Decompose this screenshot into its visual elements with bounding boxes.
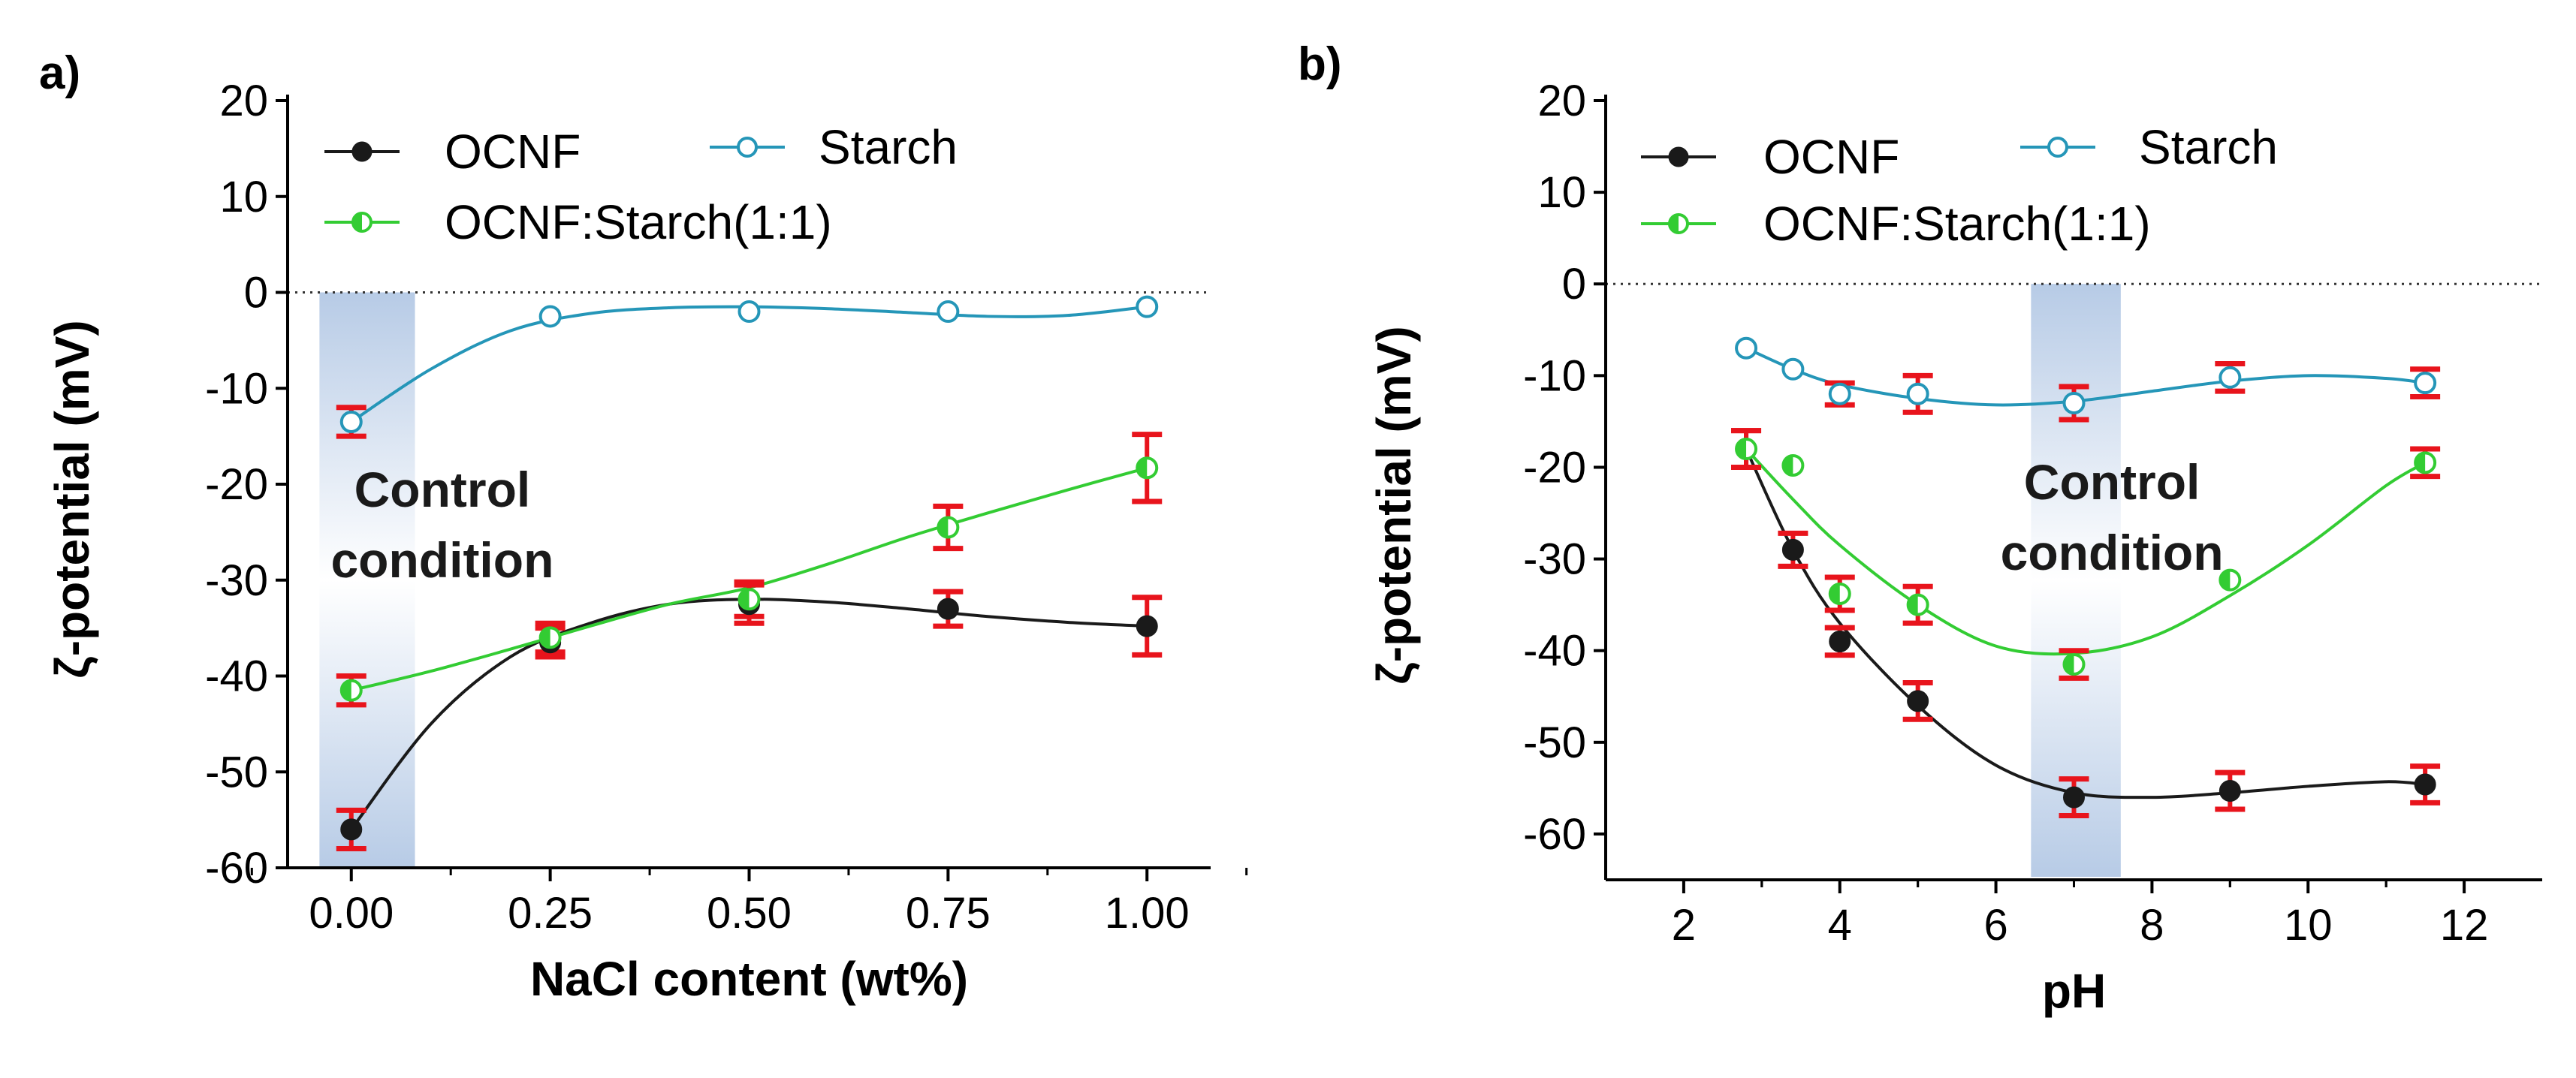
data-point-starch [1136, 295, 1159, 318]
y-tick-label: -30 [205, 556, 268, 605]
legend-marker-ocnf-starch-1-1 [1668, 213, 1689, 234]
legend-b-ocnf: OCNF [1763, 130, 1899, 184]
data-point-ocnf-starch-1-1 [937, 516, 960, 539]
control-label-a-line2: condition [330, 532, 554, 588]
x-tick-label: 6 [1983, 901, 2007, 950]
data-point-ocnf [2414, 773, 2436, 796]
panel-a: a) 20 10 0 -10 -20 -30 -40 -50 -60 0.00 0.25 0.50 0.… [39, 47, 1248, 1006]
control-label-b-line1: Control [2024, 454, 2200, 510]
axes-b: 20 10 0 -10 -20 -30 -40 -50 -60 2 4 6 8 10 12 [1523, 77, 2542, 950]
series-line-ocnf [350, 598, 1148, 831]
x-tick-label: 1.00 [1105, 889, 1190, 938]
data-point-starch [2062, 391, 2086, 414]
y-tick-label: -30 [1523, 535, 1586, 584]
y-tick-label: 0 [244, 269, 268, 318]
legend-b-starch: Starch [2139, 120, 2278, 174]
x-tick-label: 0.25 [508, 889, 593, 938]
legend-marker-ocnf [1668, 146, 1689, 167]
y-tick-label: 0 [1562, 260, 1586, 309]
data-point-ocnf-starch-1-1 [538, 626, 562, 649]
legend-b: OCNF Starch OCNF:Starch(1:1) [1641, 120, 2278, 251]
control-label-a-line1: Control [354, 462, 531, 517]
data-point-ocnf [340, 818, 363, 841]
data-point-ocnf [1136, 615, 1158, 637]
x-axis-label-a: NaCl content (wt%) [530, 952, 968, 1006]
series-line-starch [350, 305, 1148, 423]
data-point-starch [1781, 357, 1805, 381]
data-point-ocnf-starch-1-1 [1828, 582, 1851, 605]
y-tick-label: -60 [205, 844, 268, 893]
legend-b-mix: OCNF:Starch(1:1) [1763, 197, 2151, 251]
y-tick-label: 20 [219, 77, 268, 125]
y-tick-label: -40 [1523, 627, 1586, 676]
axes-a: 20 10 0 -10 -20 -30 -40 -50 -60 0.00 0.25 0.50 0.75 1… [205, 77, 1248, 938]
x-tick-label: 8 [2140, 901, 2164, 950]
panel-label-b: b) [1298, 38, 1342, 90]
data-point-starch [538, 305, 562, 328]
legend-marker-ocnf [351, 141, 373, 162]
data-point-ocnf-starch-1-1 [1906, 593, 1929, 616]
legend-a-starch: Starch [819, 120, 958, 174]
legend-marker-ocnf-starch-1-1 [351, 212, 373, 233]
x-tick-label: 0.75 [906, 889, 991, 938]
x-axis-label-b: pH [2042, 964, 2106, 1018]
data-point-starch [1906, 382, 1929, 405]
control-label-b-line2: condition [2001, 525, 2224, 580]
data-point-ocnf-starch-1-1 [339, 679, 363, 702]
y-tick-label: 10 [1537, 168, 1586, 217]
y-tick-label: -50 [1523, 718, 1586, 767]
data-point-starch [738, 300, 761, 324]
x-tick-label: 10 [2284, 901, 2333, 950]
points-b [1735, 336, 2437, 808]
legend-a-mix: OCNF:Starch(1:1) [445, 195, 832, 249]
y-axis-label-b: ζ-potential (mV) [1367, 326, 1421, 684]
panel-label-a: a) [39, 47, 80, 99]
data-point-ocnf-starch-1-1 [1735, 438, 1758, 461]
data-point-starch [1828, 382, 1851, 405]
data-point-starch [937, 300, 960, 324]
x-tick-label: 12 [2440, 901, 2489, 950]
y-tick-label: -10 [1523, 351, 1586, 400]
legend-a-ocnf: OCNF [445, 125, 581, 179]
x-tick-label: 0.00 [309, 889, 394, 938]
data-point-ocnf-starch-1-1 [2219, 568, 2242, 592]
data-point-ocnf [1829, 630, 1851, 652]
panel-b: b) 20 10 0 -10 -20 -30 -40 -50 -60 2 4 6 8 10 12 Contr… [1298, 38, 2542, 1018]
data-point-starch [1735, 336, 1758, 360]
y-tick-label: -10 [205, 364, 268, 413]
data-point-ocnf [1907, 690, 1929, 712]
data-point-ocnf-starch-1-1 [1136, 456, 1159, 480]
data-point-ocnf [1781, 538, 1804, 561]
y-axis-label-a: ζ-potential (mV) [45, 320, 99, 678]
y-tick-label: -20 [1523, 443, 1586, 492]
data-point-ocnf [2219, 780, 2241, 802]
data-point-starch [2414, 372, 2437, 395]
x-tick-label: 4 [1828, 901, 1852, 950]
data-point-ocnf-starch-1-1 [2414, 451, 2437, 474]
data-point-starch [339, 410, 363, 433]
legend-marker-starch [737, 137, 758, 158]
data-point-ocnf-starch-1-1 [738, 588, 761, 611]
y-tick-label: -50 [205, 748, 268, 796]
x-tick-label: 2 [1672, 901, 1696, 950]
data-point-ocnf-starch-1-1 [1781, 454, 1805, 477]
data-point-ocnf [2063, 786, 2085, 808]
series-line-ocnf [1745, 448, 2426, 799]
points-a [339, 295, 1159, 841]
y-tick-label: -60 [1523, 810, 1586, 859]
data-point-starch [2219, 366, 2242, 389]
y-tick-label: -20 [205, 460, 268, 509]
legend-a: OCNF Starch OCNF:Starch(1:1) [324, 120, 958, 249]
data-point-ocnf [937, 598, 959, 620]
y-tick-label: 10 [219, 173, 268, 221]
x-tick-label: 0.50 [707, 889, 792, 938]
y-tick-label: 20 [1537, 77, 1586, 125]
legend-marker-starch [2047, 137, 2068, 158]
data-point-ocnf-starch-1-1 [2062, 653, 2086, 676]
y-tick-label: -40 [205, 652, 268, 701]
